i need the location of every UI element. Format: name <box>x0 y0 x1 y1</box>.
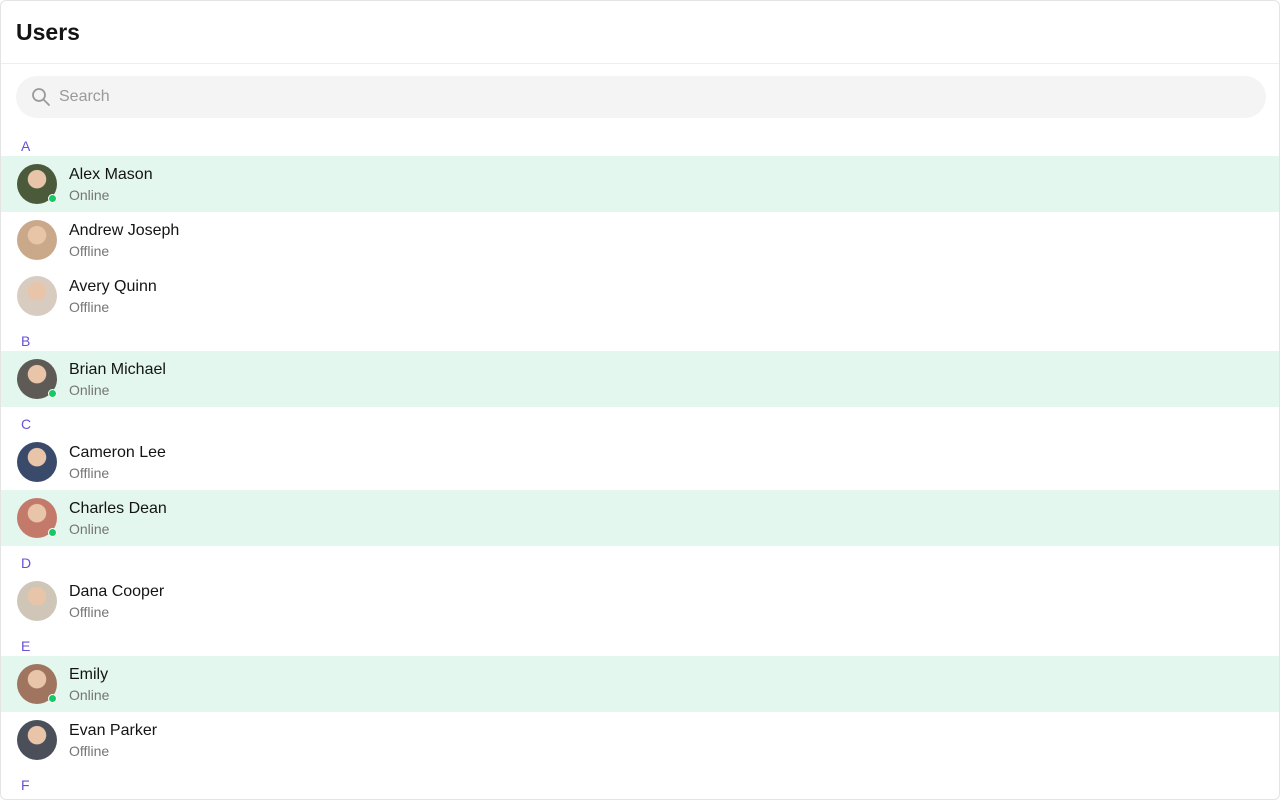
avatar <box>17 359 57 399</box>
page-title: Users <box>16 18 80 45</box>
user-list-item[interactable]: Brian Michael Online <box>1 351 1279 407</box>
avatar <box>17 220 57 260</box>
user-status: Online <box>69 186 110 203</box>
online-indicator <box>48 194 57 203</box>
user-name: Alex Mason <box>69 165 153 183</box>
user-status: Offline <box>69 298 110 315</box>
user-status: Online <box>69 686 110 703</box>
avatar <box>17 581 57 621</box>
user-list-item[interactable]: Alex Mason Online <box>1 156 1279 212</box>
user-list-item[interactable]: Avery Quinn Offline <box>1 268 1279 324</box>
avatar <box>17 498 57 538</box>
search-icon <box>32 88 50 106</box>
user-list-item[interactable]: Cameron Lee Offline <box>1 434 1279 490</box>
user-name: Brian Michael <box>69 360 166 378</box>
user-name: Andrew Joseph <box>69 221 180 239</box>
user-name: Emily <box>69 665 109 683</box>
online-indicator <box>48 528 57 537</box>
section-letter: A <box>21 138 31 154</box>
section-letter: E <box>21 638 31 654</box>
user-list-item[interactable]: Charles Dean Online <box>1 490 1279 546</box>
avatar <box>17 720 57 760</box>
user-list-item[interactable]: Andrew Joseph Offline <box>1 212 1279 268</box>
search-input[interactable] <box>59 88 1159 106</box>
online-indicator <box>48 389 57 398</box>
user-status: Online <box>69 381 110 398</box>
avatar <box>17 164 57 204</box>
section-letter: D <box>21 555 32 571</box>
user-name: Avery Quinn <box>69 277 157 295</box>
user-list[interactable]: A Alex Mason Online Andrew Joseph Offline … <box>1 129 1279 795</box>
user-status: Offline <box>69 242 110 259</box>
user-status: Offline <box>69 464 110 481</box>
avatar <box>17 442 57 482</box>
user-list-item[interactable]: Dana Cooper Offline <box>1 573 1279 629</box>
section-letter: C <box>21 416 32 432</box>
user-name: Dana Cooper <box>69 582 165 600</box>
user-status: Offline <box>69 603 110 620</box>
avatar <box>17 276 57 316</box>
user-status: Online <box>69 520 110 537</box>
user-name: Evan Parker <box>69 721 158 739</box>
user-name: Cameron Lee <box>69 443 166 461</box>
section-letter: B <box>21 333 31 349</box>
search-bar[interactable] <box>16 76 1266 118</box>
user-list-item[interactable]: Emily Online <box>1 656 1279 712</box>
avatar <box>17 664 57 704</box>
section-letter: F <box>21 777 30 793</box>
user-status: Offline <box>69 742 110 759</box>
header: Users <box>1 1 1279 64</box>
online-indicator <box>48 694 57 703</box>
user-name: Charles Dean <box>69 499 167 517</box>
user-list-item[interactable]: Evan Parker Offline <box>1 712 1279 768</box>
